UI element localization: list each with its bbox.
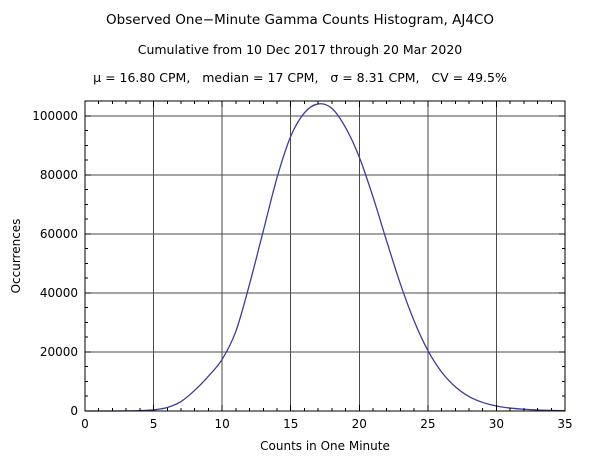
y-tick-label: 60000 xyxy=(40,227,78,241)
x-tick-label: 20 xyxy=(352,417,367,431)
y-axis-label: Occurrences xyxy=(9,219,23,294)
axis-ticks xyxy=(84,101,566,412)
chart-subtitle: Cumulative from 10 Dec 2017 through 20 M… xyxy=(137,42,463,57)
chart-title: Observed One−Minute Gamma Counts Histogr… xyxy=(106,12,494,28)
x-tick-label: 10 xyxy=(215,417,230,431)
y-tick-label: 100000 xyxy=(32,109,78,123)
x-tick-label: 15 xyxy=(283,417,298,431)
x-tick-label: 5 xyxy=(150,417,158,431)
y-tick-label: 80000 xyxy=(40,168,78,182)
tick-labels: 0 5 10 15 20 25 30 35 0 20000 40000 60000 80000 10000… xyxy=(32,109,572,431)
distribution-curve xyxy=(84,103,566,412)
grid-lines xyxy=(85,101,565,411)
y-tick-label: 20000 xyxy=(40,345,78,359)
histogram-plot: 0 5 10 15 20 25 30 35 0 20000 40000 60000 80000 10000… xyxy=(9,100,573,453)
y-tick-label: 0 xyxy=(70,404,78,418)
x-tick-label: 25 xyxy=(420,417,435,431)
chart-header: Observed One−Minute Gamma Counts Histogr… xyxy=(0,12,600,85)
y-tick-label: 40000 xyxy=(40,286,78,300)
x-tick-label: 0 xyxy=(81,417,89,431)
chart-stats-line: μ = 16.80 CPM, median = 17 CPM, σ = 8.31… xyxy=(93,70,507,85)
plot-frame xyxy=(84,100,566,412)
x-axis-label: Counts in One Minute xyxy=(260,439,390,453)
x-tick-label: 35 xyxy=(557,417,572,431)
x-tick-label: 30 xyxy=(489,417,504,431)
